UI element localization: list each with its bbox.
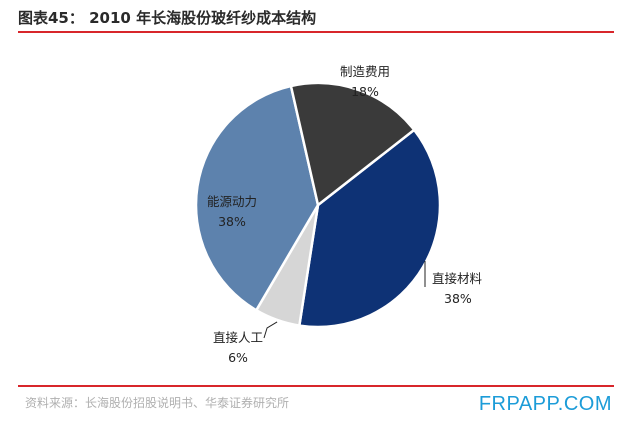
source-note: 资料来源：长海股份招股说明书、华泰证券研究所 bbox=[25, 396, 290, 410]
slice-label-direct-labor: 直接人工 bbox=[213, 330, 263, 345]
pie-slice-manufacturing-cost bbox=[289, 81, 416, 208]
slice-value-direct-labor: 6% bbox=[228, 350, 248, 365]
leader-line-direct-labor bbox=[263, 321, 278, 339]
title-divider bbox=[18, 31, 614, 33]
pie-slice-direct-material bbox=[297, 128, 442, 329]
slice-value-direct-material: 38% bbox=[444, 291, 472, 306]
slice-label-manufacturing-cost: 制造费用 bbox=[340, 64, 390, 79]
footer-divider bbox=[18, 385, 614, 387]
slice-value-energy-power: 38% bbox=[218, 214, 246, 229]
slice-label-energy-power: 能源动力 bbox=[207, 194, 257, 209]
slice-label-direct-material: 直接材料 bbox=[432, 271, 483, 286]
chart-title: 图表45： 2010 年长海股份玻纤纱成本结构 bbox=[18, 9, 317, 27]
slice-value-manufacturing-cost: 18% bbox=[351, 84, 379, 99]
watermark-logo: FRPAPP.COM bbox=[478, 393, 612, 415]
pie-slice-energy-power bbox=[194, 84, 320, 312]
